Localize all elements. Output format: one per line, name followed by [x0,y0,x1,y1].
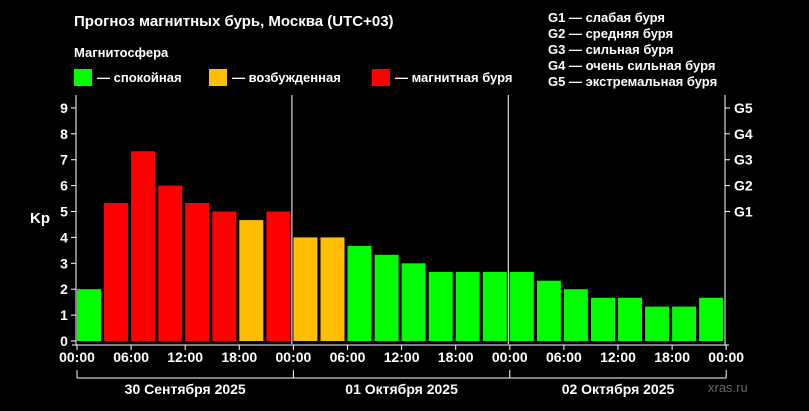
kp-bar [239,220,264,341]
kp-bar [536,280,561,341]
storm-scale-g3: G3 — сильная буря [548,42,674,57]
x-tick-label: 18:00 [654,349,690,365]
y-tick-label: 6 [60,178,68,194]
kp-bar [374,254,399,341]
y-tick-label: 7 [60,152,68,168]
y-tick-label: 1 [60,307,68,323]
chart-title: Прогноз магнитных бурь, Москва (UTC+03) [74,13,394,30]
kp-bar [563,289,588,341]
x-tick-label: 00:00 [492,349,528,365]
kp-bar [401,263,426,341]
storm-scale-g4: G4 — очень сильная буря [548,58,716,73]
legend-item-quiet: — спокойная [74,69,182,86]
legend-swatch-unsettled [209,69,227,86]
legend-item-unsettled: — возбужденная [209,69,341,86]
kp-bar [699,297,724,341]
g-tick-label: G2 [734,178,753,194]
day-label: 30 Сентября 2025 [125,381,246,397]
y-tick-label: 8 [60,126,68,142]
legend-swatch-storm [372,69,390,86]
y-tick-label: 4 [60,229,68,245]
y-tick-label: 3 [60,255,68,271]
kp-bar [185,203,210,341]
day-label: 01 Октября 2025 [345,381,458,397]
x-tick-label: 00:00 [708,349,744,365]
kp-bar [591,297,615,341]
kp-bar [509,271,534,341]
kp-bar [158,185,183,341]
watermark: xras.ru [708,380,748,395]
y-tick-label: 9 [60,100,68,116]
x-tick-label: 00:00 [59,349,95,365]
legend-label-storm: — магнитная буря [395,70,513,85]
x-tick-label: 18:00 [438,349,474,365]
kp-bar [618,297,642,341]
y-tick-label: 2 [60,281,68,297]
legend-label-quiet: — спокойная [97,70,182,85]
kp-bar [347,246,372,341]
kp-bar [131,151,156,341]
kp-bar [77,289,101,341]
x-tick-label: 12:00 [167,349,203,365]
g-tick-label: G1 [734,204,753,220]
kp-bar [266,211,291,341]
legend-label-unsettled: — возбужденная [232,70,341,85]
kp-bar [455,271,480,341]
legend-item-storm: — магнитная буря [372,69,512,86]
x-tick-label: 18:00 [221,349,257,365]
storm-scale-g1: G1 — слабая буря [548,10,666,25]
kp-bar [320,237,345,341]
x-tick-label: 06:00 [546,349,582,365]
kp-bar [672,306,697,341]
x-tick-label: 12:00 [600,349,636,365]
day-label: 02 Октября 2025 [562,381,675,397]
y-tick-label: 0 [60,333,68,349]
g-tick-label: G4 [734,126,753,142]
x-tick-label: 12:00 [384,349,420,365]
y-tick-label: 5 [60,204,68,220]
legend-swatch-quiet [74,69,92,86]
g-tick-label: G3 [734,152,753,168]
x-tick-label: 06:00 [330,349,366,365]
x-tick-label: 06:00 [113,349,149,365]
kp-bar [212,211,237,341]
kp-bar [293,237,318,341]
storm-scale-g2: G2 — средняя буря [548,26,674,41]
x-tick-label: 00:00 [275,349,311,365]
g-tick-label: G5 [734,100,753,116]
y-axis-title: Kp [30,210,50,227]
storm-scale-list: G1 — слабая буря G2 — средняя буря G3 — … [548,10,717,90]
kp-bar [104,203,128,341]
storm-scale-g5: G5 — экстремальная буря [548,74,718,89]
kp-bar [482,271,507,341]
legend-subtitle: Магнитосфера [74,45,169,60]
kp-bar [428,271,453,341]
kp-bar [645,306,670,341]
